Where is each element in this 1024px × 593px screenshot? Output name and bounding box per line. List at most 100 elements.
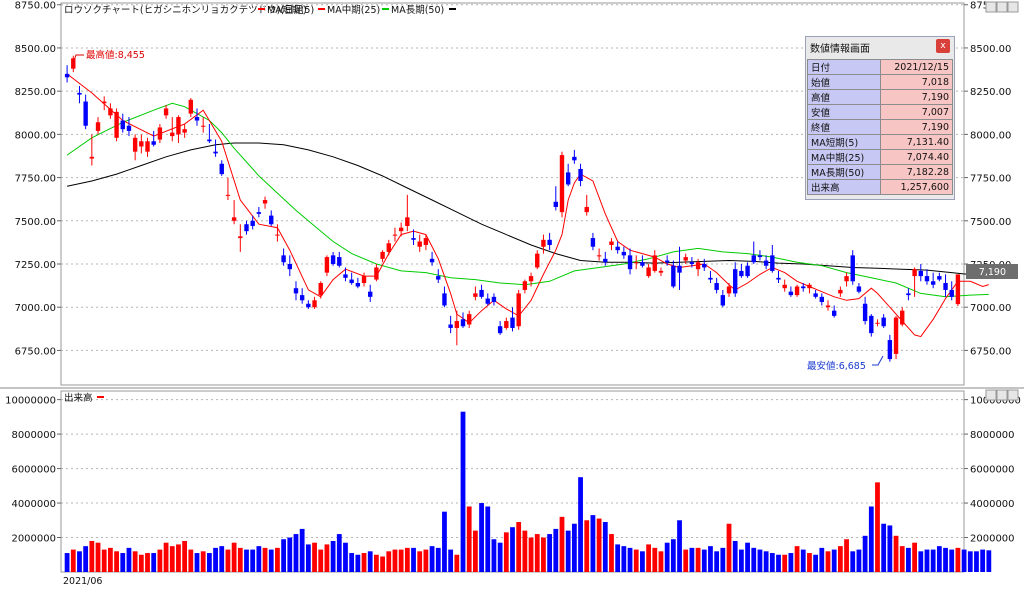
volume-bar	[380, 556, 385, 572]
volume-bar	[157, 549, 163, 572]
volume-pane-maximize-button[interactable]	[996, 389, 1008, 401]
candle-body	[664, 260, 670, 263]
volume-tick-label-left: 6000000	[11, 465, 56, 476]
axis-labels: 8750.008750.008500.008500.008250.008250.…	[5, 1, 1021, 545]
candle-body	[188, 99, 194, 114]
candle-body	[887, 340, 893, 360]
volume-bar	[912, 542, 917, 572]
price-tick-label-right: 7750.00	[970, 174, 1011, 185]
candle	[299, 288, 305, 304]
info-value: 7,074.40	[880, 149, 953, 165]
candle-body	[615, 246, 620, 251]
volume-bar	[788, 553, 794, 572]
candle-body	[89, 156, 95, 159]
candle-body	[596, 255, 602, 257]
volume-bar	[967, 551, 973, 572]
volume-bar	[633, 549, 639, 572]
candle-body	[454, 321, 460, 328]
candle-body	[794, 286, 800, 296]
candle	[565, 163, 571, 187]
candle-body	[801, 286, 806, 289]
volume-bar	[621, 546, 627, 572]
volume-bar	[163, 542, 169, 572]
info-panel-title: 数値情報画面	[810, 44, 870, 55]
candle-body	[850, 255, 855, 282]
candle	[541, 234, 546, 254]
volume-bar	[943, 547, 948, 572]
info-row-close: 終値 7,190	[807, 119, 953, 135]
volume-bar	[268, 549, 274, 572]
pane-maximize-button[interactable]	[996, 1, 1008, 13]
candle	[782, 279, 787, 292]
volume-legend: 出来高	[64, 392, 104, 404]
candle	[875, 319, 880, 327]
pane-minimize-button[interactable]	[985, 1, 997, 13]
price-tag-text: 7,190	[979, 267, 1006, 278]
candle	[83, 94, 88, 130]
candle-body	[374, 267, 379, 280]
candle	[615, 241, 620, 254]
candle-body	[225, 194, 231, 196]
candle	[559, 151, 565, 218]
volume-bar	[423, 549, 429, 572]
candle	[745, 262, 750, 278]
info-row-ma-long: MA長期(50) 7,182.28	[807, 164, 953, 180]
price-tick-label-right: 8000.00	[970, 130, 1011, 141]
price-pane-buttons[interactable]	[985, 1, 1019, 13]
volume-bar	[794, 546, 800, 572]
volume-bar	[881, 523, 887, 572]
volume-bar	[602, 522, 608, 572]
ma-long-line	[66, 142, 989, 277]
candle	[479, 284, 484, 299]
candle-body	[355, 283, 361, 287]
candle-body	[572, 156, 577, 161]
candle	[590, 232, 596, 251]
candle-body	[485, 298, 490, 304]
high-annotation-text: 最高値:8,455	[86, 49, 145, 61]
volume-bar	[83, 546, 89, 572]
candle	[596, 248, 602, 261]
candle	[702, 258, 707, 271]
price-legend: ロウソクチャート(ヒガシニホンリョカクテツドウ)(日足) MA短期(5) MA中…	[64, 4, 456, 16]
volume-bar	[256, 546, 262, 572]
legend-ma-mid-swatch	[318, 8, 325, 10]
pane-close-button[interactable]	[1007, 1, 1019, 13]
candle-body	[813, 293, 818, 297]
candle	[658, 267, 664, 277]
candle-body	[807, 284, 812, 289]
numeric-info-panel[interactable]: 数値情報画面 x 日付 2021/12/15 始値 7,018 高値 7,190 安値…	[805, 36, 955, 200]
info-panel-close-button[interactable]: x	[936, 39, 950, 53]
low-annotation: 最安値:6,685	[807, 355, 884, 372]
candle	[763, 255, 769, 270]
info-row-ma-mid: MA中期(25) 7,074.40	[807, 149, 953, 165]
candle-body	[349, 279, 354, 284]
candle	[553, 186, 558, 211]
price-tag-bg	[966, 264, 1018, 279]
volume-pane-minimize-button[interactable]	[985, 389, 997, 401]
candle-body	[782, 284, 787, 289]
volume-pane-buttons[interactable]	[985, 389, 1019, 401]
candle	[807, 283, 812, 294]
price-tick-label-left: 6750.00	[15, 346, 56, 357]
candle	[231, 200, 237, 225]
candle-body	[937, 276, 942, 280]
candle-body	[126, 125, 132, 131]
candle	[386, 239, 391, 256]
candle	[528, 272, 534, 287]
candle	[578, 163, 583, 187]
volume-bar	[980, 549, 986, 572]
info-row-low: 安値 7,007	[807, 104, 953, 120]
volume-bar	[831, 549, 837, 572]
candle-body	[324, 257, 330, 273]
candle-body	[405, 217, 410, 226]
volume-bar	[460, 411, 466, 572]
candle-body	[170, 132, 175, 137]
volume-bar	[578, 477, 583, 572]
price-tick-label-left: 8000.00	[15, 130, 56, 141]
info-table: 日付 2021/12/15 始値 7,018 高値 7,190 安値 7,007 終値 7…	[807, 59, 953, 195]
candle	[330, 251, 336, 266]
candle	[194, 108, 200, 126]
current-price-tag: 7,190	[966, 264, 1018, 279]
candle-body	[726, 286, 732, 294]
volume-pane-close-button[interactable]	[1007, 389, 1019, 401]
